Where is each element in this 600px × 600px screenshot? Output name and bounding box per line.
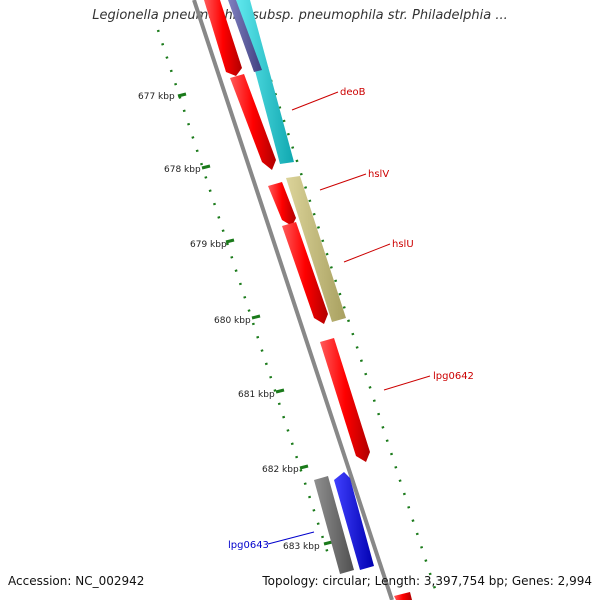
cog-bar-purple xyxy=(228,0,262,72)
leader-line xyxy=(383,375,431,391)
tick-mark xyxy=(299,464,309,470)
cds-track xyxy=(204,0,412,600)
tick-mark xyxy=(323,540,333,546)
gene-label-deob: deoB xyxy=(340,87,366,98)
cds-arrow xyxy=(282,222,328,324)
tick-label: 681 kbp xyxy=(238,390,275,400)
cog-track xyxy=(228,0,354,574)
gene-leaders xyxy=(267,91,431,545)
gene-label-hslu: hslU xyxy=(392,239,414,250)
gene-label-lpg0643: lpg0643 xyxy=(228,540,269,551)
tick-mark xyxy=(225,238,235,244)
tick-mark xyxy=(201,164,211,170)
cds-arrow xyxy=(230,74,276,170)
cds-arrow xyxy=(204,0,242,76)
leader-line xyxy=(291,91,339,111)
topology-summary: Topology: circular; Length: 3,397,754 bp… xyxy=(262,574,592,588)
cds-arrow xyxy=(320,338,370,462)
cds-arrow xyxy=(394,592,412,600)
gene-label-hslv: hslV xyxy=(368,169,389,180)
gene-labels: deoB hslV hslU lpg0642 lpg0643 xyxy=(228,87,474,551)
tick-label: 683 kbp xyxy=(283,542,320,552)
tick-label: 677 kbp xyxy=(138,92,175,102)
accession-label: Accession: NC_002942 xyxy=(8,574,145,588)
cog-bar-khaki xyxy=(286,176,346,322)
tick-mark xyxy=(275,388,285,394)
tick-label: 678 kbp xyxy=(164,165,201,175)
tick-label: 682 kbp xyxy=(262,465,299,475)
tick-mark xyxy=(177,92,187,98)
leader-line xyxy=(343,243,391,263)
genome-backbone xyxy=(192,0,394,600)
leader-line xyxy=(319,173,367,191)
cds-arrow xyxy=(268,182,296,226)
leader-line xyxy=(267,531,315,545)
tick-labels: 677 kbp 678 kbp 679 kbp 680 kbp 681 kbp … xyxy=(138,92,320,552)
tick-marks xyxy=(177,92,333,546)
gene-label-lpg0642: lpg0642 xyxy=(433,371,474,382)
tick-label: 679 kbp xyxy=(190,240,227,250)
cog-bar-gray xyxy=(314,476,354,574)
tick-mark xyxy=(251,314,261,320)
tick-label: 680 kbp xyxy=(214,316,251,326)
cds-arrow-reverse xyxy=(334,472,374,570)
